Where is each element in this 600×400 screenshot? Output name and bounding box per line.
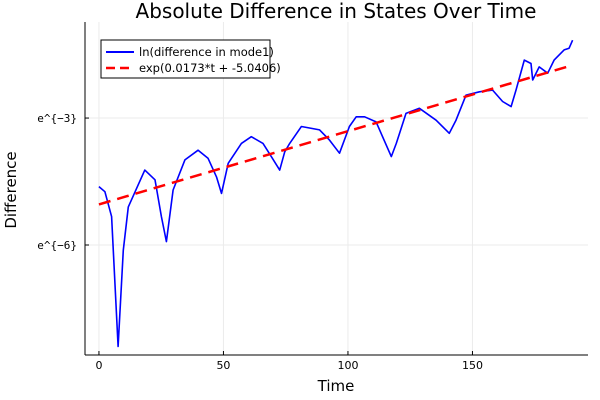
x-tick-label: 100 <box>337 359 358 372</box>
y-axis-label: Difference <box>2 151 20 228</box>
series-line-difference <box>98 39 574 348</box>
legend-box <box>100 39 271 79</box>
axes <box>84 22 588 356</box>
x-tick-label: 50 <box>216 359 230 372</box>
legend: ln(difference in mode1) exp(0.0173*t + -… <box>100 39 281 79</box>
series-line-fit <box>98 64 573 206</box>
x-tick-label: 150 <box>462 359 483 372</box>
chart-title: Absolute Difference in States Over Time <box>136 0 537 23</box>
x-axis-label: Time <box>317 377 355 395</box>
x-tick-label: 0 <box>95 359 102 372</box>
legend-label-1: exp(0.0173*t + -5.0406) <box>139 61 281 75</box>
y-tick-label: e^{−6} <box>37 239 77 252</box>
legend-label-0: ln(difference in mode1) <box>139 45 274 59</box>
y-tick-label: e^{−3} <box>37 112 77 125</box>
